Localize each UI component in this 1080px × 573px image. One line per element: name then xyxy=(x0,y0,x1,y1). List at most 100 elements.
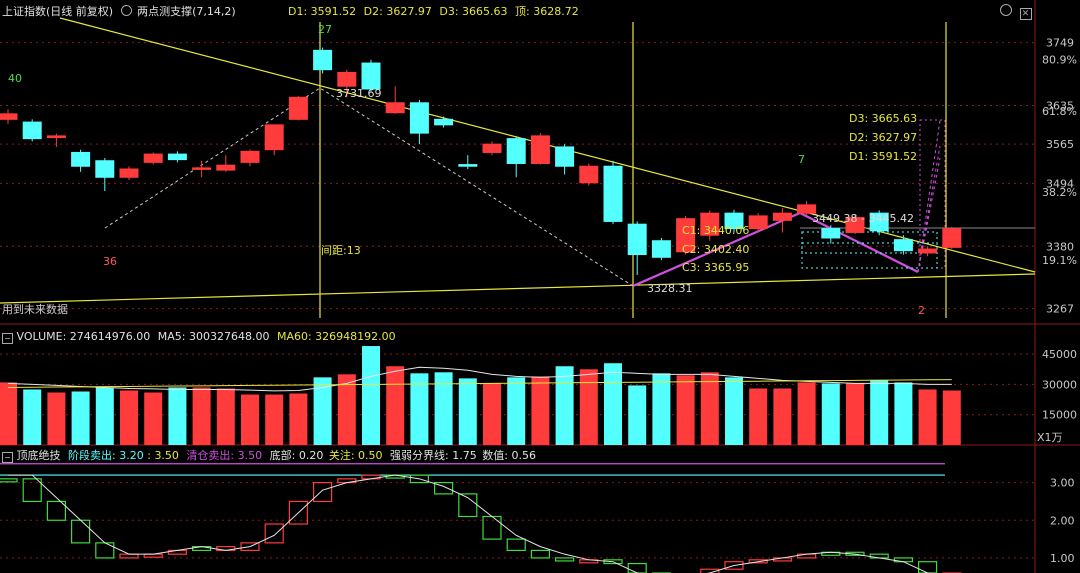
candle xyxy=(627,223,647,256)
volume-bar xyxy=(168,387,187,445)
volume-bar xyxy=(71,391,90,445)
volume-bar xyxy=(894,382,913,445)
candle xyxy=(167,153,187,161)
d2-box-label: D2: 3627.97 xyxy=(849,131,917,144)
candle xyxy=(216,164,236,171)
range-box xyxy=(801,242,938,254)
volume-bar xyxy=(531,376,550,445)
oscillator-box xyxy=(530,549,551,559)
close-icon[interactable]: ✕ xyxy=(1019,8,1032,20)
ma60-line xyxy=(7,379,952,388)
volume-bar xyxy=(725,377,743,445)
indicator-values: D1: 3591.52 D2: 3627.97 D3: 3665.63 顶: 3… xyxy=(288,5,579,19)
count-label: 36 xyxy=(103,255,117,268)
candle xyxy=(482,143,502,153)
volume-bar xyxy=(265,394,284,445)
window-restore-icon[interactable] xyxy=(1000,4,1012,16)
stage-sell-value-1: 3.20 xyxy=(119,449,144,462)
pct-tick-label: 61.8% xyxy=(1042,105,1077,118)
collapse-icon[interactable]: − xyxy=(2,452,13,463)
volume-bar xyxy=(604,363,622,445)
volume-bar xyxy=(628,385,647,445)
candle xyxy=(240,150,260,163)
y-tick-label: 3635 xyxy=(1046,100,1074,113)
osc-tick-label: 3.00 xyxy=(1050,477,1075,490)
candle xyxy=(506,138,526,164)
attention-value: 关注: 0.50 xyxy=(328,449,383,462)
ma60-value: MA60: 326948192.00 xyxy=(276,330,396,343)
oscillator-box xyxy=(22,478,42,503)
collapse-icon[interactable]: − xyxy=(2,333,13,344)
d1-box-label: D1: 3591.52 xyxy=(849,150,917,163)
chart-title: 上证指数(日线 前复权) xyxy=(2,5,114,18)
oscillator-box xyxy=(917,561,938,573)
indicator-toggle-icon[interactable] xyxy=(120,5,132,16)
candle xyxy=(192,167,212,170)
volume-tick-label: 45000 xyxy=(1042,348,1077,361)
oscillator-box xyxy=(724,561,744,570)
c1-label: C1: 3440.06 xyxy=(682,224,749,237)
oscillator-line xyxy=(8,474,936,573)
volume-bar xyxy=(797,382,816,445)
oscillator-box xyxy=(313,482,333,503)
oscillator-box xyxy=(409,474,429,484)
candle xyxy=(748,215,768,230)
future-data-label: 用到未来数据 xyxy=(2,302,68,316)
oscillator-box xyxy=(554,557,575,562)
candle xyxy=(434,118,454,126)
interval-label: 间距:13 xyxy=(321,244,361,257)
candle xyxy=(71,151,91,167)
candle xyxy=(772,212,792,221)
support-trendline xyxy=(0,273,1036,304)
volume-bar xyxy=(23,389,42,445)
oscillator-box xyxy=(240,542,260,551)
oscillator-box xyxy=(0,478,18,483)
candle xyxy=(797,204,817,214)
oscillator-box xyxy=(264,523,284,544)
clear-sell-value: 清仓卖出: 3.50 xyxy=(186,449,263,462)
volume-bar xyxy=(458,378,477,445)
candle xyxy=(385,102,405,114)
ma5-value: MA5: 300327648.00 xyxy=(157,330,270,343)
pct-tick-label: 38.2% xyxy=(1042,186,1077,199)
indicator-name: 两点测支撑(7,14,2) xyxy=(137,5,236,18)
oscillator-box xyxy=(603,559,623,565)
count-label: 7 xyxy=(798,153,805,166)
volume-unit-label: X1万 xyxy=(1037,431,1063,444)
top-high-label: 3731.69 xyxy=(336,87,382,100)
volume-bar xyxy=(192,387,211,445)
volume-bar xyxy=(773,388,792,445)
candle xyxy=(361,62,381,90)
volume-bar xyxy=(0,382,17,445)
count-label: 2 xyxy=(918,304,925,317)
volume-bar xyxy=(749,388,768,445)
volume-bar xyxy=(870,380,889,445)
candle xyxy=(409,102,429,134)
volume-bar xyxy=(289,393,308,445)
projection-line xyxy=(917,119,941,273)
osc-tick-label: 1.00 xyxy=(1050,552,1075,565)
volume-bar xyxy=(120,390,138,445)
candle xyxy=(676,218,696,253)
volume-bar xyxy=(386,366,405,445)
volume-tick-label: 15000 xyxy=(1042,409,1077,422)
data-value: 数值: 0.56 xyxy=(482,449,536,462)
volume-bar xyxy=(47,392,66,445)
candle xyxy=(143,153,163,163)
c3-label: C3: 3365.95 xyxy=(682,261,749,274)
volume-bar xyxy=(241,394,259,445)
c2-label: C2: 3402.40 xyxy=(682,243,749,256)
top-value: 顶: 3628.72 xyxy=(515,5,579,18)
candle xyxy=(821,228,841,239)
range-label: 3449.38 - 3445.42 xyxy=(812,212,914,225)
y-tick-label: 3749 xyxy=(1046,37,1074,50)
d3-value: D3: 3665.63 xyxy=(439,5,508,18)
y-tick-label: 3494 xyxy=(1046,177,1074,190)
candle xyxy=(651,240,671,258)
oscillator-name: 顶底绝技 xyxy=(16,449,61,462)
candle xyxy=(700,212,720,236)
candle xyxy=(918,248,938,254)
candle xyxy=(603,165,623,222)
volume-bar xyxy=(144,392,163,445)
